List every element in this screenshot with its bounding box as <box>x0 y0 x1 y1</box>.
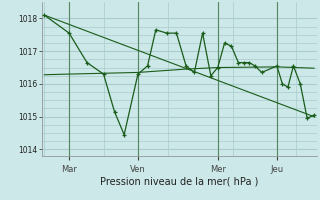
X-axis label: Pression niveau de la mer( hPa ): Pression niveau de la mer( hPa ) <box>100 177 258 187</box>
